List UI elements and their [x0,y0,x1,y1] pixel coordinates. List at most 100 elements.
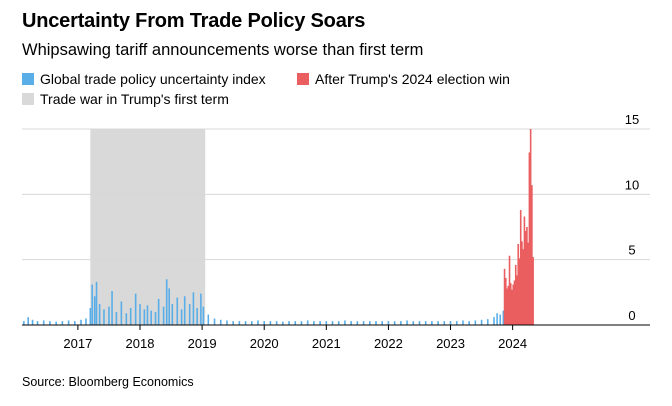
bar-index-74 [400,321,402,325]
legend-item-post-election: After Trump's 2024 election win [297,71,510,87]
bar-index-40 [196,308,198,325]
bar-index-89 [493,317,495,325]
bar-index-84 [462,320,464,325]
bar-index-90 [496,313,498,325]
bar-index-28 [150,310,152,325]
bar-index-8 [67,320,70,325]
bar-post-election-23 [532,257,534,325]
bar-index-66 [350,321,352,325]
bar-index-31 [162,306,165,325]
bar-index-62 [325,321,328,325]
bar-post-election-0 [503,268,506,325]
x-tick-label-2022: 2022 [374,336,403,351]
bar-index-65 [344,320,346,325]
x-tick-label-2019: 2019 [188,336,217,351]
bar-index-41 [200,293,202,325]
bar-post-election-14 [521,241,523,325]
bar-index-88 [486,319,489,325]
bar-index-35 [176,297,179,325]
bar-index-73 [393,321,396,325]
y-tick-label-0: 0 [628,308,635,323]
bar-index-1 [27,317,30,325]
bar-index-67 [356,321,359,325]
bar-index-22 [125,313,128,325]
bar-post-election-22 [531,185,533,325]
bar-index-83 [455,321,458,325]
bar-index-55 [282,321,284,325]
bar-index-12 [89,308,92,325]
bar-index-71 [381,321,384,325]
bar-index-54 [275,321,278,325]
legend-swatch-post-election [297,73,309,85]
bar-post-election-15 [522,249,524,325]
bar-index-77 [418,321,421,325]
bar-index-14 [93,296,96,325]
bar-index-43 [207,314,210,325]
y-tick-label-15: 15 [625,112,639,127]
x-tick-label-2023: 2023 [436,336,465,351]
source-note: Source: Bloomberg Economics [22,375,194,389]
bar-index-44 [213,318,216,325]
x-tick-label-2020: 2020 [250,336,279,351]
bar-index-34 [171,304,174,325]
bar-index-45 [219,319,222,325]
bar-index-78 [424,321,427,325]
bar-post-election-6 [511,289,513,325]
bar-index-13 [91,284,93,325]
bar-post-election-16 [523,216,526,325]
x-tick-label-2018: 2018 [126,336,155,351]
bar-index-11 [85,318,87,325]
bar-index-16 [98,304,101,325]
bar-index-47 [232,321,234,325]
bar-index-24 [134,293,137,325]
bar-index-75 [406,320,408,325]
legend-label-post-election: After Trump's 2024 election win [315,71,510,87]
legend-swatch-index [22,73,34,85]
bar-index-38 [188,304,191,325]
bar-index-32 [165,279,168,325]
bar-index-69 [368,321,371,325]
bar-index-2 [31,319,34,325]
bar-index-0 [23,321,25,325]
bar-post-election-7 [512,284,515,325]
bar-post-election-4 [508,255,511,325]
bar-index-4 [42,320,45,325]
bar-index-48 [238,321,241,325]
bar-post-election-13 [519,210,522,325]
bar-post-election-21 [529,129,532,325]
bar-index-79 [431,321,433,325]
bar-index-30 [157,298,160,325]
bar-post-election-8 [513,280,516,325]
bar-index-53 [269,321,272,325]
bar-index-61 [319,321,321,325]
bar-index-26 [143,309,146,325]
bar-index-72 [387,321,390,325]
x-tick-label-2017: 2017 [63,336,92,351]
bar-index-59 [306,320,309,325]
chart-subtitle: Whipsawing tariff announcements worse th… [22,41,424,59]
bar-post-election-3 [507,285,510,325]
bar-index-37 [183,296,186,325]
bar-index-60 [313,321,315,325]
bar-index-51 [257,320,259,325]
bar-index-52 [263,321,266,325]
y-tick-label-10: 10 [625,177,639,192]
legend-swatch-trade-war [22,93,34,105]
bar-index-68 [362,321,365,325]
bar-post-election-9 [514,264,517,325]
bar-index-76 [412,321,415,325]
bar-post-election-17 [524,230,527,325]
bar-index-3 [36,321,39,325]
bar-index-6 [55,321,57,325]
bar-index-5 [49,321,51,325]
legend-label-trade-war: Trade war in Trump's first term [40,91,229,107]
bar-index-50 [250,321,253,325]
x-tick-label-2024: 2024 [498,336,527,351]
bar-index-21 [120,301,123,325]
bar-post-election-2 [506,288,508,325]
bar-index-70 [375,321,377,325]
bar-index-86 [474,320,477,325]
bar-index-39 [192,292,195,325]
bar-post-election-5 [509,283,512,325]
bar-index-19 [111,291,113,325]
